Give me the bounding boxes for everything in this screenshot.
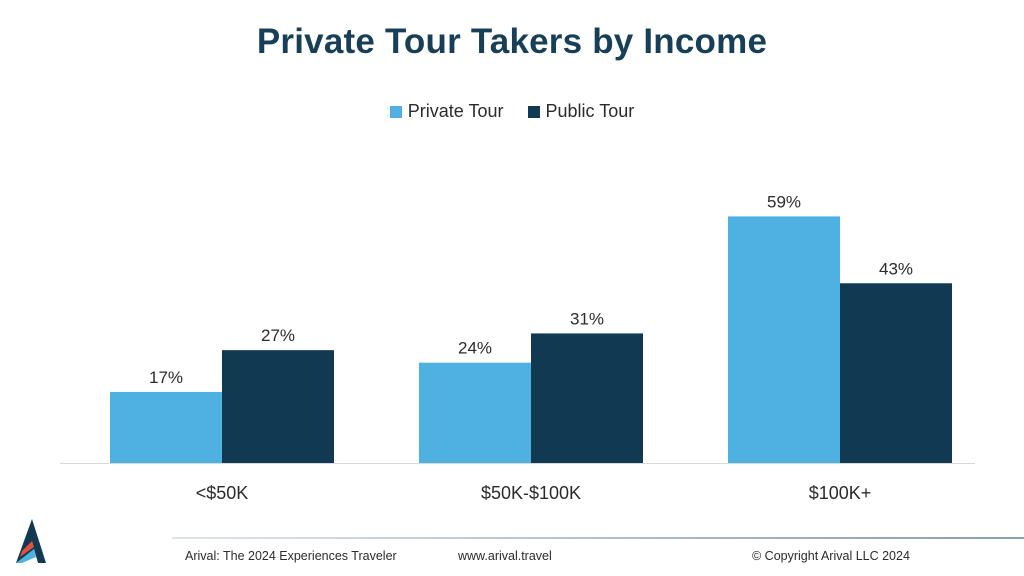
footer-copyright: © Copyright Arival LLC 2024 (752, 549, 910, 563)
x-tick-label-50k-100k: $50K-$100K (481, 483, 581, 503)
bar-public-tour-100k (840, 283, 952, 463)
x-tick-label-100k: $100K+ (809, 483, 872, 503)
legend-label-public: Public Tour (545, 101, 635, 121)
footer-url[interactable]: www.arival.travel (458, 549, 552, 563)
data-label-public-tour-50k: 27% (261, 326, 295, 345)
bar-public-tour-50k-100k (531, 333, 643, 463)
x-tick-label-50k: <$50K (196, 483, 249, 503)
data-label-private-tour-50k-100k: 24% (458, 339, 492, 358)
legend-label-private: Private Tour (407, 101, 504, 121)
arival-logo-icon (16, 519, 46, 563)
chart-title: Private Tour Takers by Income (256, 22, 768, 61)
bar-public-tour-50k (222, 350, 334, 463)
legend-swatch-public (527, 105, 540, 118)
chart-legend: Private Tour Public Tour (0, 101, 1024, 122)
data-label-private-tour-50k: 17% (149, 368, 183, 387)
data-label-private-tour-100k: 59% (767, 192, 801, 211)
bar-private-tour-100k (728, 216, 840, 463)
data-label-public-tour-100k: 43% (879, 259, 913, 278)
footer-divider (172, 537, 1024, 539)
bar-chart: 17% 27% <$50K 24% 31% $50K-$100K 59% 43% $100K+ (60, 192, 975, 503)
footer-report-title: Arival: The 2024 Experiences Traveler (185, 549, 397, 563)
bar-private-tour-50k-100k (419, 362, 531, 463)
legend-item-private: Private Tour (389, 101, 504, 122)
data-label-public-tour-50k-100k: 31% (570, 309, 604, 328)
bar-private-tour-50k (110, 391, 222, 463)
legend-item-public: Public Tour (527, 101, 635, 122)
legend-swatch-private (389, 105, 402, 118)
